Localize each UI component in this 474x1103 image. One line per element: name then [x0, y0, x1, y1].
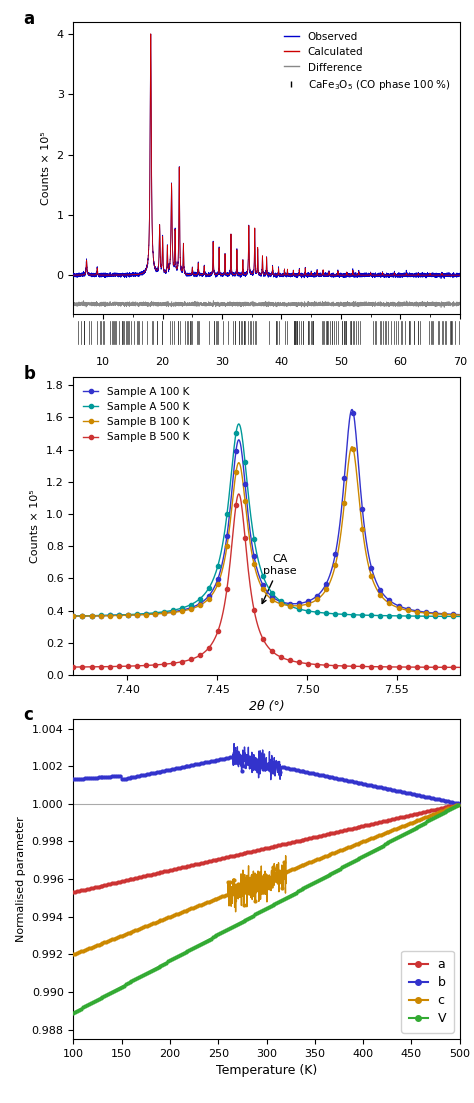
Text: 40: 40: [274, 357, 289, 367]
Y-axis label: Normalised parameter: Normalised parameter: [16, 816, 26, 942]
Y-axis label: Counts × 10⁵: Counts × 10⁵: [30, 490, 40, 563]
Text: 70: 70: [453, 357, 467, 367]
Text: 50: 50: [334, 357, 348, 367]
Text: 30: 30: [215, 357, 229, 367]
Text: a: a: [23, 10, 35, 29]
Text: 20: 20: [155, 357, 170, 367]
Text: 2θ (°): 2θ (°): [249, 377, 284, 390]
Text: 60: 60: [393, 357, 407, 367]
X-axis label: Temperature (K): Temperature (K): [216, 1064, 317, 1078]
X-axis label: 2θ (°): 2θ (°): [249, 700, 284, 714]
Legend: Observed, Calculated, Difference, CaFe$_3$O$_5$ (CO phase 100 %): Observed, Calculated, Difference, CaFe$_…: [279, 28, 455, 96]
Y-axis label: Counts × 10⁵: Counts × 10⁵: [41, 131, 51, 205]
Text: 10: 10: [96, 357, 110, 367]
Text: b: b: [23, 365, 35, 384]
Text: c: c: [23, 706, 33, 725]
Legend: a, b, c, V: a, b, c, V: [401, 951, 454, 1032]
Legend: Sample A 100 K, Sample A 500 K, Sample B 100 K, Sample B 500 K: Sample A 100 K, Sample A 500 K, Sample B…: [79, 383, 193, 447]
Text: CA
phase: CA phase: [262, 554, 297, 603]
